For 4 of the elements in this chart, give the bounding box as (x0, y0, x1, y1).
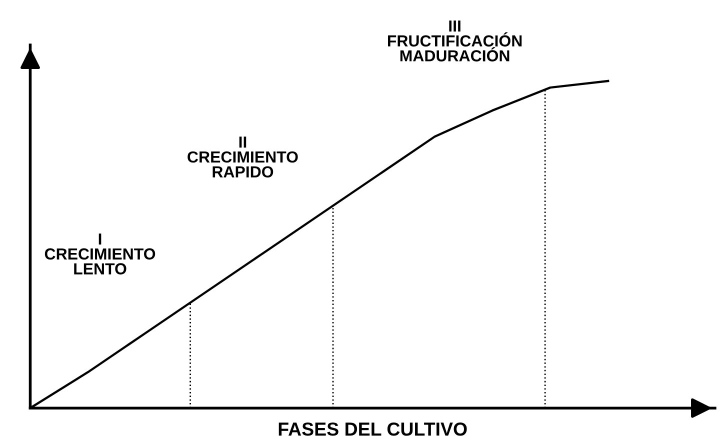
annotation: I CRECIMIENTO LENTO (44, 234, 156, 274)
x-axis-title: FASES DEL CULTIVO (278, 422, 467, 436)
annotation: II CRECIMIENTO RAPIDO (188, 136, 298, 178)
text: III FRUCTIFICACIÓN MADURACIÓN (388, 20, 522, 62)
